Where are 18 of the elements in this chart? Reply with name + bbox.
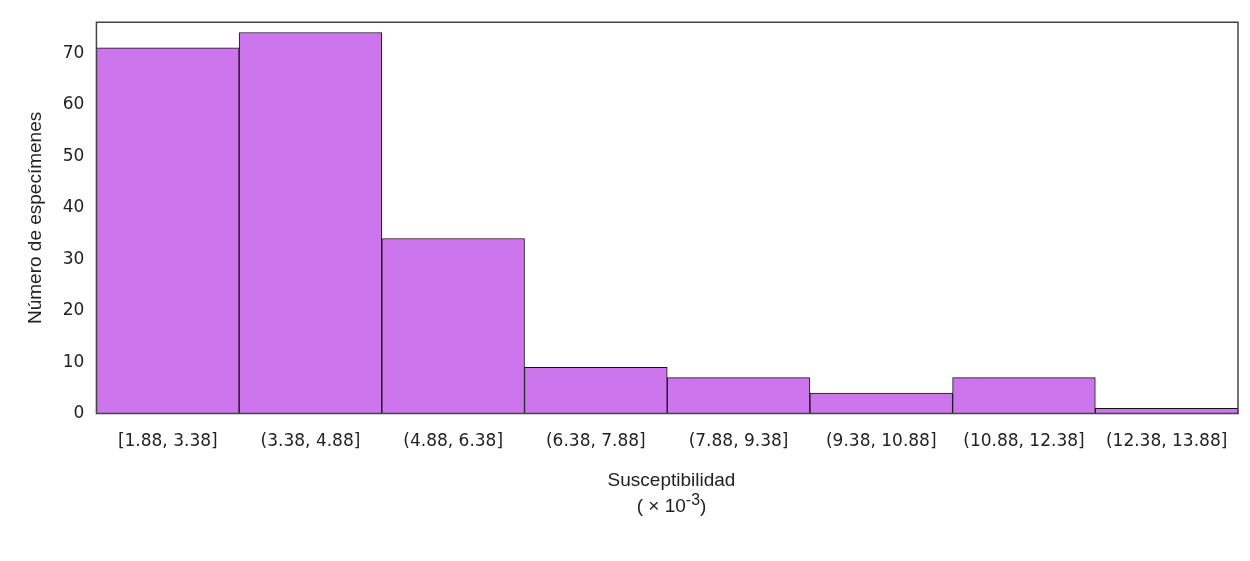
x-tick-label: (10.88, 12.38] <box>963 430 1085 451</box>
x-tick-label: (4.88, 6.38] <box>403 430 504 451</box>
y-tick-label: 0 <box>73 402 85 423</box>
y-tick-label: 60 <box>62 93 85 114</box>
x-tick-label: (12.38, 13.88] <box>1105 430 1228 451</box>
x-tick-label: (3.38, 4.88] <box>260 430 361 451</box>
x-axis-title: Susceptibilidad ( × 10$^{-3}$) <box>606 469 737 517</box>
y-tick-label: 30 <box>62 247 85 268</box>
x-tick-label: (6.38, 7.88] <box>545 430 646 451</box>
y-axis-title: Número de especímenes <box>23 111 45 325</box>
y-tick-label: 20 <box>62 299 85 320</box>
y-tick-label: 70 <box>62 41 85 62</box>
y-tick-label: 10 <box>62 350 85 371</box>
x-tick-label: (9.38, 10.88] <box>825 430 937 451</box>
x-tick-label: (7.88, 9.38] <box>688 430 789 451</box>
y-tick-label: 40 <box>62 196 85 217</box>
x-tick-label: [1.88, 3.38] <box>117 430 218 451</box>
y-tick-label: 50 <box>62 144 85 165</box>
